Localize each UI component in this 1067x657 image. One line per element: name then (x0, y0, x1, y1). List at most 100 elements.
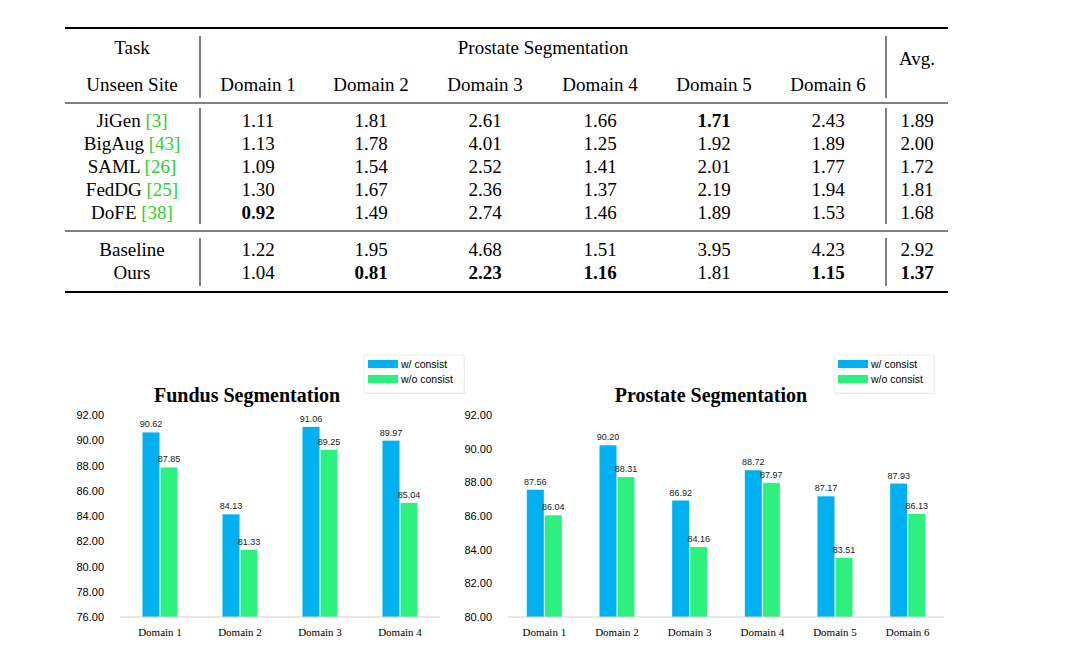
y-tick (116, 541, 120, 542)
header-domain: Domain 1 (220, 74, 295, 95)
bar (908, 514, 925, 617)
method-name: JiGen [3] (96, 110, 167, 131)
bar (818, 496, 835, 617)
bar (745, 470, 762, 617)
data-label: 84.13 (220, 501, 243, 511)
cell: 1.67 (354, 179, 387, 200)
method-name: FedDG [25] (86, 179, 178, 200)
cell: 1.81 (900, 179, 933, 200)
bar (763, 483, 780, 617)
y-tick (116, 516, 120, 517)
data-label: 90.20 (597, 432, 620, 442)
legend-label: w/ consist (870, 358, 917, 370)
method: BigAug (84, 133, 145, 154)
method-name: BigAug [43] (84, 133, 181, 154)
bar (383, 441, 400, 617)
y-tick (504, 482, 508, 483)
bar-chart: Prostate Segmentation80.0082.0084.0086.0… (464, 355, 944, 638)
cell: 1.13 (241, 133, 274, 154)
page: TaskProstate SegmentationAvg.Unseen Site… (0, 0, 1067, 657)
x-tick-label: Domain 1 (138, 626, 182, 638)
column-separator (200, 108, 201, 224)
cell: 2.36 (468, 179, 501, 200)
cell: 1.89 (697, 202, 730, 223)
bar (241, 550, 258, 617)
cell: 1.51 (583, 239, 616, 260)
y-tick (116, 440, 120, 441)
method: DoFE (91, 202, 136, 223)
y-tick-label: 76.00 (76, 611, 104, 623)
column-separator (886, 108, 887, 224)
data-label: 90.62 (140, 419, 163, 429)
y-tick (504, 415, 508, 416)
data-label: 89.25 (318, 437, 341, 447)
cell: 4.68 (468, 239, 501, 260)
y-tick (504, 617, 508, 618)
citation: [43] (149, 133, 181, 154)
cell: 1.71 (697, 110, 730, 131)
bar (161, 467, 178, 617)
cell: 1.95 (354, 239, 387, 260)
header-domain: Domain 4 (562, 74, 638, 95)
bars (527, 445, 925, 617)
cell: 1.81 (354, 110, 387, 131)
y-tick-label: 82.00 (464, 577, 492, 589)
y-tick-label: 82.00 (76, 535, 104, 547)
bottom-rule (65, 291, 948, 293)
cell: 1.72 (900, 156, 933, 177)
cell: 0.81 (354, 262, 387, 283)
x-tick-label: Domain 2 (595, 626, 639, 638)
citation: [25] (147, 179, 179, 200)
cell: 1.22 (241, 239, 274, 260)
x-axis-line (120, 617, 440, 618)
bar (303, 427, 320, 617)
data-label: 87.17 (815, 483, 838, 493)
y-tick (116, 566, 120, 567)
legend-label: w/o consist (400, 373, 453, 385)
cell: 1.78 (354, 133, 387, 154)
cell: 1.25 (583, 133, 616, 154)
method-name: Ours (114, 262, 151, 283)
cell: 1.92 (697, 133, 730, 154)
data-label: 89.97 (380, 428, 403, 438)
cell: 2.43 (811, 110, 844, 131)
legend-shadow (365, 356, 465, 394)
x-tick-label: Domain 2 (218, 626, 262, 638)
cell: 1.37 (900, 262, 934, 283)
data-label: 86.92 (669, 488, 692, 498)
mid-rule (65, 231, 948, 232)
cell: 1.54 (354, 156, 388, 177)
top-rule (65, 27, 948, 29)
cell: 2.00 (900, 133, 933, 154)
header-group: Prostate Segmentation (458, 37, 629, 58)
cell: 1.66 (583, 110, 616, 131)
legend-box (834, 355, 934, 393)
y-tick-label: 80.00 (464, 611, 492, 623)
method: FedDG (86, 179, 142, 200)
bar (223, 514, 240, 617)
cell: 1.11 (242, 110, 275, 131)
legend: w/ consistw/o consist (364, 355, 465, 394)
method: JiGen (96, 110, 141, 131)
bar (401, 503, 418, 617)
y-tick-label: 90.00 (464, 443, 492, 455)
cell: 1.15 (811, 262, 844, 283)
cell: 4.23 (811, 239, 844, 260)
y-tick (116, 465, 120, 466)
bars (143, 427, 418, 617)
cell: 1.46 (583, 202, 616, 223)
legend-label: w/o consist (870, 373, 923, 385)
y-tick-label: 84.00 (464, 544, 492, 556)
cell: 1.37 (583, 179, 616, 200)
citation: [38] (141, 202, 173, 223)
y-tick-label: 92.00 (464, 409, 492, 421)
legend-shadow (835, 356, 935, 394)
y-tick-label: 84.00 (76, 510, 104, 522)
cell: 1.89 (900, 110, 933, 131)
legend-swatch (838, 375, 868, 383)
column-separator (886, 36, 887, 98)
cell: 2.01 (697, 156, 730, 177)
cell: 4.01 (468, 133, 501, 154)
y-tick-label: 78.00 (76, 586, 104, 598)
bar (545, 515, 562, 617)
